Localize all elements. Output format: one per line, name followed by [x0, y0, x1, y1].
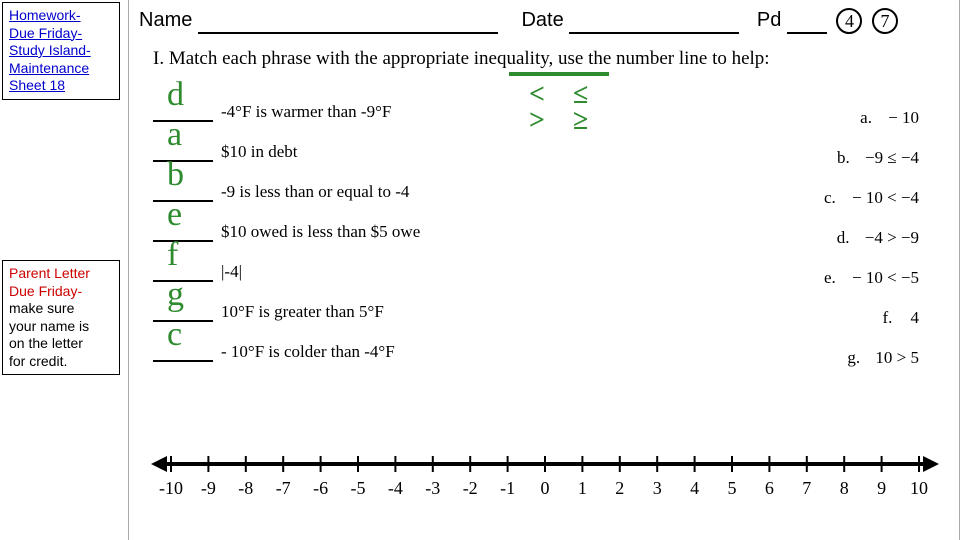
svg-text:-6: -6 — [313, 478, 328, 498]
answer-value: − 10 — [888, 108, 919, 127]
green-ge: ≥ — [573, 108, 588, 133]
answer-value: 4 — [911, 308, 920, 327]
answer-key: d. — [837, 228, 865, 248]
handwritten-answer: f — [167, 236, 178, 274]
answer-key: f. — [883, 308, 911, 328]
note-hw-l4: Maintenance — [9, 60, 89, 76]
note-pl-l4: your name is — [9, 318, 89, 334]
worksheet-panel: Name Date Pd 4 7 I. Match each phrase wi… — [128, 0, 960, 540]
svg-text:10: 10 — [910, 478, 928, 498]
svg-text:3: 3 — [653, 478, 662, 498]
handwritten-answer: b — [167, 156, 184, 194]
phrase-text: -4°F is warmer than -9°F — [221, 102, 391, 121]
phrase-text: |-4| — [221, 262, 242, 281]
answer-row: c.− 10 < −4 — [824, 188, 919, 208]
phrase-text: $10 in debt — [221, 142, 298, 161]
number-line: -10-9-8-7-6-5-4-3-2-1012345678910 — [149, 440, 939, 510]
svg-text:6: 6 — [765, 478, 774, 498]
underline-inequality — [509, 72, 609, 76]
answer-row: f.4 — [883, 308, 920, 328]
handwritten-answer: d — [167, 76, 184, 114]
answer-key: e. — [824, 268, 852, 288]
answer-blank[interactable]: c — [153, 340, 213, 362]
svg-text:2: 2 — [615, 478, 624, 498]
note-pl-l6: for credit. — [9, 353, 67, 369]
svg-text:0: 0 — [541, 478, 550, 498]
answer-row: e.− 10 < −5 — [824, 268, 919, 288]
answer-value: 10 > 5 — [875, 348, 919, 367]
phrase-text: 10°F is greater than 5°F — [221, 302, 384, 321]
circled-4: 4 — [836, 8, 862, 34]
svg-text:9: 9 — [877, 478, 886, 498]
note-hw-l5: Sheet 18 — [9, 77, 65, 93]
note-pl-l1: Parent Letter — [9, 265, 90, 281]
note-parent-letter: Parent Letter Due Friday- make sure your… — [2, 260, 120, 375]
answer-row: b.−9 ≤ −4 — [837, 148, 919, 168]
handwritten-answer: c — [167, 316, 182, 354]
svg-text:4: 4 — [690, 478, 699, 498]
instruction-text: I. Match each phrase with the appropriat… — [153, 48, 770, 70]
phrase-text: - 10°F is colder than -4°F — [221, 342, 395, 361]
answer-key: g. — [847, 348, 875, 368]
note-hw-l1: Homework- — [9, 7, 81, 23]
note-pl-l5: on the letter — [9, 335, 83, 351]
name-line — [198, 16, 498, 34]
answer-value: − 10 < −4 — [852, 188, 919, 207]
handwritten-answer: g — [167, 276, 184, 314]
match-row: d -4°F is warmer than -9°F — [153, 100, 391, 122]
svg-text:-9: -9 — [201, 478, 216, 498]
name-label: Name — [139, 9, 192, 32]
note-pl-l2: Due Friday- — [9, 283, 82, 299]
answer-key: c. — [824, 188, 852, 208]
match-row: c - 10°F is colder than -4°F — [153, 340, 395, 362]
svg-text:-4: -4 — [388, 478, 403, 498]
svg-text:7: 7 — [802, 478, 811, 498]
match-row: e $10 owed is less than $5 owe — [153, 220, 420, 242]
answer-blank[interactable]: g — [153, 300, 213, 322]
green-le: ≤ — [573, 82, 588, 107]
svg-text:1: 1 — [578, 478, 587, 498]
match-row: b -9 is less than or equal to -4 — [153, 180, 409, 202]
svg-text:-2: -2 — [463, 478, 478, 498]
green-lt: < — [529, 82, 545, 107]
circled-7: 7 — [872, 8, 898, 34]
answer-row: d.−4 > −9 — [837, 228, 919, 248]
svg-text:-3: -3 — [425, 478, 440, 498]
answer-blank[interactable]: b — [153, 180, 213, 202]
svg-text:-8: -8 — [238, 478, 253, 498]
svg-text:-7: -7 — [276, 478, 291, 498]
pd-line — [787, 16, 827, 34]
green-gt: > — [529, 108, 545, 133]
answer-key: a. — [860, 108, 888, 128]
date-label: Date — [521, 9, 563, 32]
svg-text:-1: -1 — [500, 478, 515, 498]
svg-text:-10: -10 — [159, 478, 183, 498]
match-row: g 10°F is greater than 5°F — [153, 300, 384, 322]
answer-blank[interactable]: d — [153, 100, 213, 122]
note-pl-l3: make sure — [9, 300, 74, 316]
phrase-text: $10 owed is less than $5 owe — [221, 222, 420, 241]
note-hw-l3: Study Island- — [9, 42, 91, 58]
answer-value: − 10 < −5 — [852, 268, 919, 287]
answer-blank[interactable]: e — [153, 220, 213, 242]
worksheet-header: Name Date Pd 4 7 — [139, 8, 949, 34]
note-hw-l2: Due Friday- — [9, 25, 82, 41]
answer-value: −9 ≤ −4 — [865, 148, 919, 167]
note-homework-link[interactable]: Homework- Due Friday- Study Island- Main… — [9, 7, 91, 93]
svg-text:5: 5 — [728, 478, 737, 498]
answer-value: −4 > −9 — [865, 228, 919, 247]
phrase-text: -9 is less than or equal to -4 — [221, 182, 409, 201]
note-homework: Homework- Due Friday- Study Island- Main… — [2, 2, 120, 100]
answer-row: a.− 10 — [860, 108, 919, 128]
handwritten-answer: e — [167, 196, 182, 234]
date-line — [569, 16, 739, 34]
svg-text:8: 8 — [840, 478, 849, 498]
svg-text:-5: -5 — [351, 478, 366, 498]
number-line-svg: -10-9-8-7-6-5-4-3-2-1012345678910 — [149, 440, 941, 510]
answer-key: b. — [837, 148, 865, 168]
pd-label: Pd — [757, 9, 781, 32]
answer-row: g.10 > 5 — [847, 348, 919, 368]
handwritten-answer: a — [167, 116, 182, 154]
